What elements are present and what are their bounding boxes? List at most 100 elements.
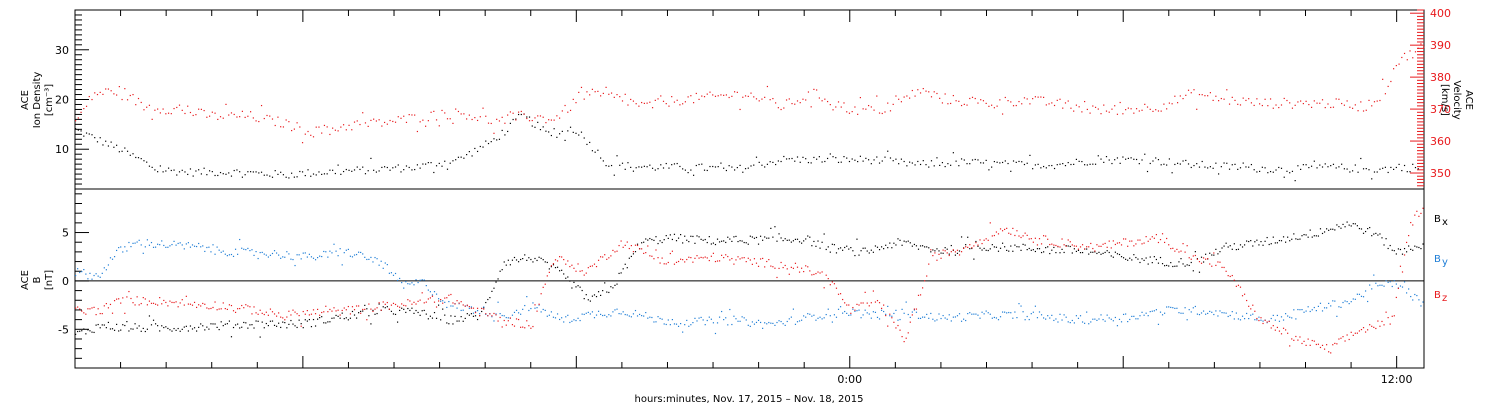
velocity-point (176, 106, 178, 109)
by-point (907, 313, 909, 316)
density-point (1103, 161, 1105, 163)
density-point (159, 165, 161, 167)
by-point (224, 253, 226, 255)
velocity-point (102, 93, 104, 95)
bx-point (1346, 221, 1348, 223)
velocity-point (1209, 92, 1212, 94)
density-point (1070, 163, 1072, 166)
bx-point (1268, 243, 1270, 246)
bx-point (835, 252, 838, 254)
by-point (1163, 312, 1166, 314)
bx-point (1231, 248, 1233, 250)
bx-point (921, 245, 924, 247)
velocity-point (1056, 99, 1058, 101)
density-point (383, 166, 386, 168)
density-point (605, 165, 607, 167)
velocity-point (271, 118, 274, 120)
by-point (167, 246, 169, 248)
bx-point (1090, 251, 1092, 253)
by-point (468, 307, 470, 309)
by-point (425, 285, 427, 287)
velocity-point (170, 113, 172, 115)
bx-point (1088, 253, 1090, 255)
bx-point (624, 263, 626, 265)
bz-point (396, 305, 399, 307)
bz-point (198, 304, 200, 306)
density-point (225, 173, 227, 175)
bz-point (837, 293, 840, 295)
bx-point (1287, 236, 1289, 238)
bx-point (1414, 245, 1416, 247)
bz-point (319, 314, 321, 316)
velocity-point (1103, 104, 1105, 106)
velocity-point (1362, 110, 1365, 112)
velocity-point (1321, 99, 1324, 101)
bz-point (483, 308, 485, 310)
bx-point (511, 259, 514, 261)
bz-point (854, 309, 856, 311)
bx-point (1200, 256, 1203, 258)
velocity-point (233, 113, 235, 116)
bz-point (1268, 320, 1270, 323)
bz-point (1161, 233, 1164, 235)
bx-point (1348, 224, 1350, 226)
density-point (1302, 164, 1304, 166)
by-point (556, 313, 559, 315)
bx-point (345, 317, 347, 319)
field-title-line3: [nT] (44, 270, 55, 290)
bx-point (265, 322, 267, 325)
by-point (122, 251, 124, 253)
bx-point (1422, 243, 1424, 245)
velocity-point (572, 98, 574, 100)
bz-point (128, 290, 130, 293)
by-point (515, 309, 518, 311)
bz-point (437, 300, 440, 302)
bz-point (1098, 245, 1100, 247)
velocity-point (1351, 107, 1354, 109)
bx-point (437, 304, 440, 306)
bz-point (1149, 238, 1151, 240)
velocity-point (1332, 106, 1335, 108)
density-point (288, 177, 290, 179)
velocity-point (416, 130, 419, 133)
bx-point (673, 233, 676, 235)
bz-point (938, 253, 940, 255)
velocity-point (493, 132, 495, 134)
bz-point (1151, 236, 1153, 238)
velocity-point (1215, 95, 1217, 97)
bz-point (1233, 279, 1235, 281)
bx-point (1264, 240, 1266, 242)
density-point (110, 141, 112, 143)
bx-point (878, 249, 881, 251)
by-point (764, 322, 766, 324)
bx-point (1047, 246, 1049, 248)
by-point (177, 242, 179, 245)
velocity-point (1207, 95, 1209, 97)
density-point (219, 171, 222, 174)
density-point (1283, 176, 1285, 178)
by-point (844, 310, 846, 313)
bz-point (511, 324, 514, 326)
density-velocity-series (75, 43, 1425, 182)
bx-point (1383, 244, 1385, 246)
bx-point (275, 325, 278, 327)
bz-point (1412, 224, 1414, 226)
density-point (947, 163, 949, 165)
bx-point (866, 250, 868, 252)
density-point (1371, 178, 1373, 180)
bz-point (265, 311, 267, 313)
density-point (517, 113, 520, 116)
density-point (728, 165, 730, 167)
by-point (829, 315, 831, 317)
velocity-point (884, 111, 886, 113)
density-point (181, 169, 183, 171)
by-point (275, 252, 278, 254)
bz-point (208, 308, 210, 310)
density-point (583, 137, 585, 139)
bx-point (1217, 253, 1219, 255)
time-tick-label: 0:00 (837, 373, 862, 386)
velocity-point (865, 108, 867, 110)
bz-point (534, 304, 536, 306)
density-point (198, 169, 200, 171)
